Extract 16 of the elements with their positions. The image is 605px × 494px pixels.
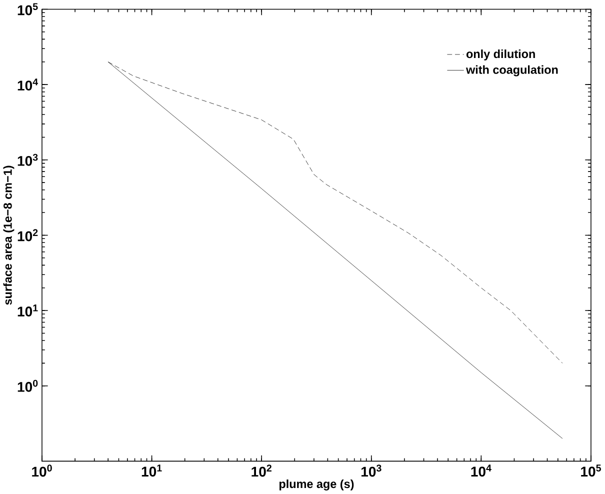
y-tick-label: 10$^{2}$ — [18, 229, 38, 242]
x-tick-label: 10$^{0}$ — [32, 464, 52, 477]
y-tick-label: 10$^{5}$ — [18, 3, 38, 16]
x-tick-label: 10$^{1}$ — [142, 464, 162, 477]
y-tick-label: 10$^{4}$ — [18, 78, 38, 91]
y-tick-label: 10$^{1}$ — [18, 304, 38, 317]
y-axis-title: surface area (1e−8 cm−1) — [3, 166, 14, 305]
x-axis-title: plume age (s) — [279, 480, 354, 491]
x-tick-label: 10$^{4}$ — [471, 464, 492, 477]
y-tick-label: 10$^{3}$ — [18, 154, 38, 166]
y-tick-label: 10$^{0}$ — [18, 380, 38, 392]
x-tick-label: 10$^{5}$ — [581, 464, 601, 477]
legend-label: only dilution — [466, 50, 535, 61]
x-tick-label: 10$^{3}$ — [361, 464, 382, 477]
legend-label: with coagulation — [466, 65, 558, 76]
x-tick-label: 10$^{2}$ — [252, 464, 272, 477]
